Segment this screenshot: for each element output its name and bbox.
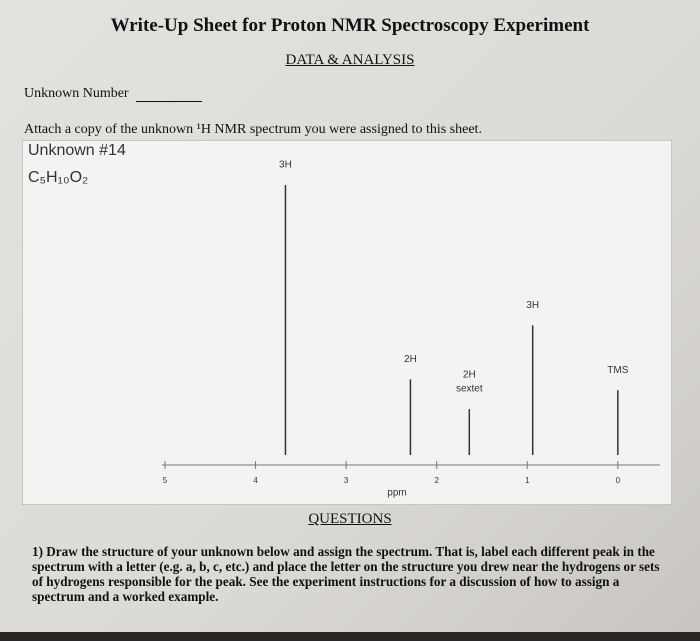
spectrum: Unknown #14 C₅H₁₀O₂ ppm 5 4 3 2 1 0 3H 2H 2H sext… — [22, 140, 672, 505]
spectrum-frame — [22, 140, 672, 505]
instruction: Attach a copy of the unknown ¹H NMR spec… — [24, 122, 482, 137]
x-tick-label: 3 — [344, 476, 349, 485]
blank-line — [136, 101, 202, 102]
x-axis-label: ppm — [387, 488, 406, 499]
title: Write-Up Sheet for Proton NMR Spectrosco… — [110, 15, 590, 36]
question: 1) Draw the structure of your unknown be… — [32, 544, 660, 604]
questions-heading: QUESTIONS — [308, 511, 392, 527]
peak-label: 2H — [404, 354, 417, 365]
spectrum-title: Unknown #14 — [28, 142, 126, 159]
section-heading: DATA & ANALYSIS — [285, 52, 415, 68]
peak-label: 2H — [463, 370, 476, 381]
x-tick-label: 2 — [434, 476, 439, 485]
field-label: Unknown Number — [24, 86, 129, 101]
formula: C₅H₁₀O₂ — [28, 169, 88, 186]
peak-label: TMS — [607, 365, 628, 376]
x-tick-label: 1 — [525, 476, 530, 485]
peak-label: 3H — [279, 160, 292, 171]
x-tick-label: 4 — [253, 476, 258, 485]
peak-label: 3H — [526, 300, 539, 311]
x-tick-label: 5 — [163, 476, 168, 485]
peak-label: sextet — [456, 384, 483, 395]
x-tick-label: 0 — [616, 476, 621, 485]
